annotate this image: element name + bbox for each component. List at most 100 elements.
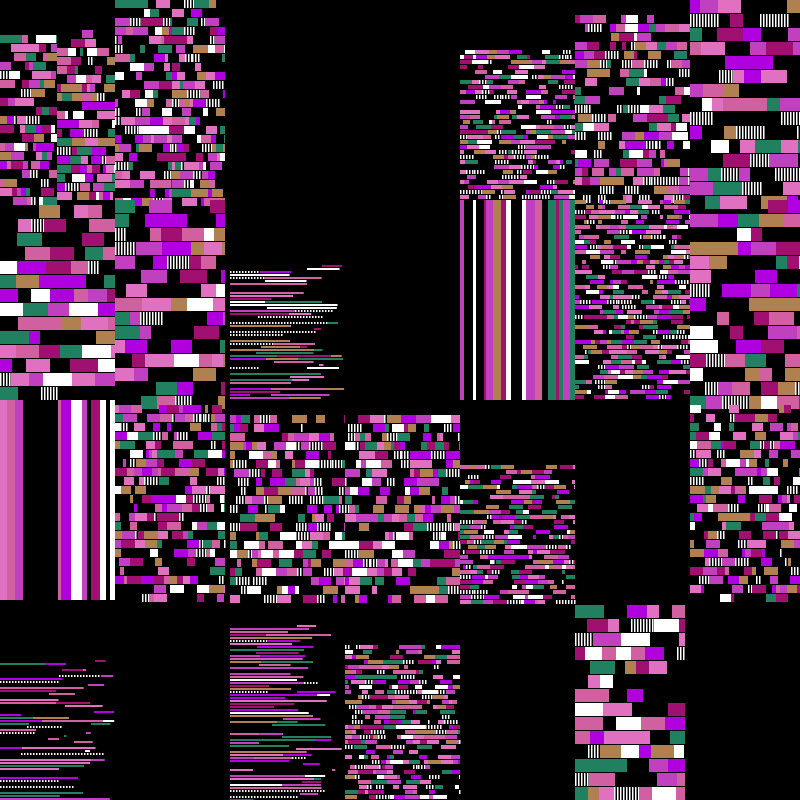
glitch-cell xyxy=(685,220,690,224)
glitch-cell xyxy=(30,170,32,178)
glitch-cell xyxy=(323,532,330,540)
glitch-cell xyxy=(278,796,280,798)
glitch-cell xyxy=(736,126,738,139)
glitch-cell xyxy=(737,504,739,512)
glitch-cell xyxy=(641,215,647,219)
glitch-cell xyxy=(67,66,75,74)
glitch-cell xyxy=(313,496,315,504)
glitch-cell xyxy=(676,335,678,339)
glitch-cell xyxy=(288,433,294,441)
glitch-cell xyxy=(89,219,107,232)
glitch-cell xyxy=(233,790,235,792)
glitch-cell xyxy=(653,60,655,68)
glitch-cell xyxy=(32,116,34,124)
glitch-cell xyxy=(101,675,114,677)
glitch-cell xyxy=(376,559,378,567)
glitch-cell xyxy=(460,115,470,119)
glitch-cell xyxy=(395,695,409,699)
glitch-cell xyxy=(433,695,444,699)
glitch-cell xyxy=(745,414,755,422)
glitch-cell xyxy=(70,359,98,372)
glitch-cell xyxy=(489,120,492,124)
glitch-cell xyxy=(385,424,389,432)
glitch-cell xyxy=(78,753,80,755)
glitch-cell xyxy=(135,540,145,548)
glitch-cell xyxy=(327,514,334,522)
glitch-cell xyxy=(281,796,283,798)
glitch-cell xyxy=(118,36,122,44)
glitch-cell xyxy=(261,661,313,663)
glitch-cell xyxy=(285,316,287,318)
glitch-cell xyxy=(688,340,690,344)
glitch-cell xyxy=(358,487,369,495)
glitch-cell xyxy=(575,305,589,309)
glitch-cell xyxy=(183,81,195,89)
glitch-cell xyxy=(783,459,788,467)
glitch-cell xyxy=(672,240,674,244)
glitch-cell xyxy=(579,235,584,239)
glitch-cell xyxy=(36,125,42,133)
glitch-cell xyxy=(534,195,536,199)
glitch-cell xyxy=(512,150,514,154)
glitch-cell xyxy=(39,197,43,205)
glitch-cell xyxy=(14,53,26,61)
glitch-cell xyxy=(492,550,494,554)
glitch-cell xyxy=(348,665,359,669)
glitch-cell xyxy=(326,523,328,531)
glitch-cell xyxy=(311,790,313,792)
glitch-cell xyxy=(582,200,586,204)
glitch-cell xyxy=(662,275,664,279)
glitch-cell xyxy=(96,192,99,200)
glitch-cell xyxy=(48,681,50,683)
glitch-cell xyxy=(222,576,224,584)
glitch-cell xyxy=(425,505,431,513)
glitch-cell xyxy=(586,250,600,254)
glitch-cell xyxy=(546,465,557,469)
glitch-cell xyxy=(718,513,726,521)
glitch-cell xyxy=(335,532,342,540)
glitch-cell xyxy=(201,198,204,206)
glitch-cell xyxy=(401,735,413,739)
glitch-cell xyxy=(135,486,146,494)
glitch-cell xyxy=(25,62,29,70)
glitch-cell xyxy=(622,345,627,349)
glitch-cell xyxy=(361,740,365,744)
glitch-cell xyxy=(592,114,594,122)
glitch-cell xyxy=(37,219,39,232)
glitch-cell xyxy=(32,71,42,79)
glitch-cell xyxy=(473,500,478,504)
glitch-cell xyxy=(135,513,147,521)
glitch-cell xyxy=(499,555,514,559)
glitch-cell xyxy=(56,702,91,704)
glitch-cell xyxy=(264,595,266,603)
glitch-cell xyxy=(416,730,428,734)
glitch-cell xyxy=(460,555,468,559)
glitch-cell xyxy=(575,285,585,289)
glitch-cell xyxy=(573,75,575,79)
glitch-cell xyxy=(663,235,665,239)
glitch-cell xyxy=(789,396,799,409)
glitch-cell xyxy=(634,51,637,59)
glitch-cell xyxy=(660,235,662,239)
glitch-cell xyxy=(445,730,447,734)
glitch-cell xyxy=(212,189,223,197)
glitch-cell xyxy=(230,796,232,798)
glitch-cell xyxy=(404,523,413,531)
glitch-cell xyxy=(582,260,586,264)
glitch-cell xyxy=(236,460,238,468)
glitch-cell xyxy=(538,600,545,604)
glitch-cell xyxy=(569,195,575,199)
glitch-cell xyxy=(603,703,632,716)
glitch-cell xyxy=(451,415,460,423)
glitch-cell xyxy=(342,460,345,468)
glitch-cell xyxy=(566,160,572,164)
glitch-cell xyxy=(248,367,250,369)
glitch-cell xyxy=(385,795,387,799)
glitch-cell xyxy=(603,186,605,194)
glitch-cell xyxy=(610,225,619,229)
glitch-cell xyxy=(307,367,339,369)
glitch-cell xyxy=(134,126,136,134)
glitch-cell xyxy=(476,465,485,469)
glitch-cell xyxy=(536,125,540,129)
glitch-cell xyxy=(649,177,651,185)
